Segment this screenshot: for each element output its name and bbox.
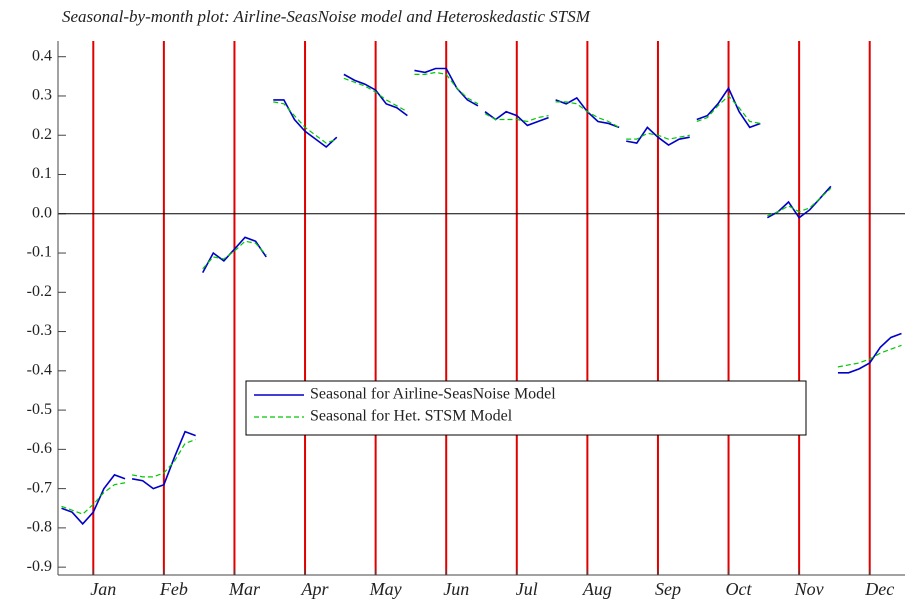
legend-box xyxy=(245,380,807,436)
y-tick-label: -0.3 xyxy=(27,322,52,339)
y-tick-label: -0.5 xyxy=(27,401,52,418)
x-tick-label: Apr xyxy=(301,579,330,599)
y-tick-label: 0.0 xyxy=(32,204,52,221)
y-tick-label: -0.8 xyxy=(27,519,52,536)
y-tick-label: 0.3 xyxy=(32,87,52,104)
x-tick-label: Sep xyxy=(655,579,681,599)
y-tick-label: 0.2 xyxy=(32,126,52,143)
y-tick-label: -0.2 xyxy=(27,283,52,300)
series-line xyxy=(61,71,902,515)
x-tick-label: Feb xyxy=(159,579,188,599)
x-tick-label: Jul xyxy=(516,579,538,599)
legend-label: Seasonal for Het. STSM Model xyxy=(310,408,513,425)
y-tick-label: -0.7 xyxy=(27,479,52,496)
y-tick-label: 0.1 xyxy=(32,165,52,182)
y-tick-label: -0.4 xyxy=(27,361,52,378)
legend-label: Seasonal for Airline-SeasNoise Model xyxy=(310,386,556,403)
y-tick-label: -0.6 xyxy=(27,440,52,457)
y-tick-label: -0.1 xyxy=(27,244,52,261)
x-tick-label: Nov xyxy=(794,579,824,599)
x-tick-label: May xyxy=(369,579,402,599)
x-tick-label: Aug xyxy=(582,579,612,599)
x-tick-label: Dec xyxy=(864,579,894,599)
x-tick-label: Oct xyxy=(726,579,753,599)
x-tick-label: Jun xyxy=(443,579,469,599)
x-tick-label: Jan xyxy=(90,579,116,599)
x-tick-label: Mar xyxy=(228,579,261,599)
chart-title: Seasonal-by-month plot: Airline-SeasNois… xyxy=(62,7,591,26)
y-tick-label: 0.4 xyxy=(32,47,52,64)
y-tick-label: -0.9 xyxy=(27,558,52,575)
series-line xyxy=(61,67,902,526)
